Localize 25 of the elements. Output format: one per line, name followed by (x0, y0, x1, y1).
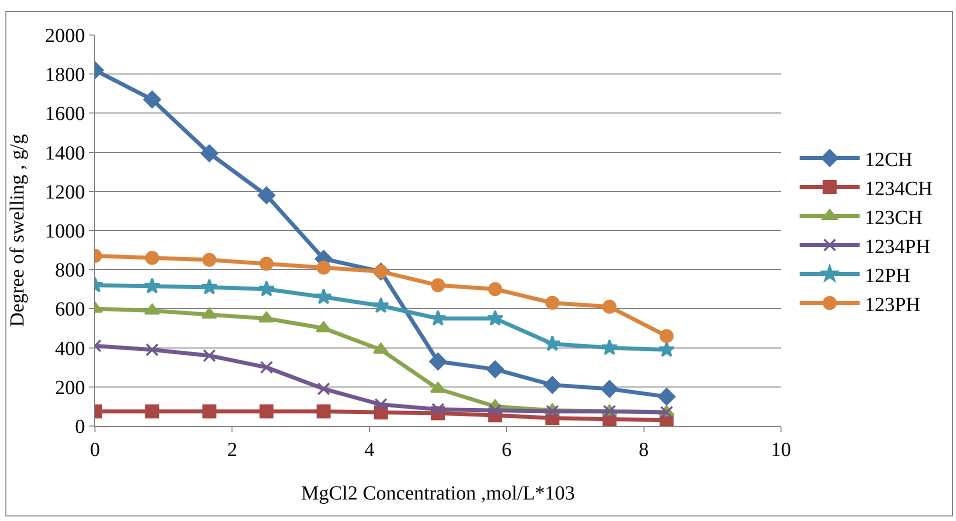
x-tick-label: 2 (227, 439, 238, 461)
y-tick-label: 1600 (45, 103, 85, 126)
y-tick-label: 1400 (45, 142, 85, 164)
legend-label: 12PH (864, 264, 910, 287)
x-tick-label: 4 (364, 439, 374, 461)
y-tick-label: 200 (55, 376, 85, 399)
y-tick-label: 1200 (45, 181, 85, 204)
legend-label: 1234CH (864, 178, 933, 200)
legend-label: 1234PH (864, 236, 930, 258)
x-tick-label: 0 (90, 439, 100, 461)
y-axis-title: Degree of swelling , g/g (6, 134, 28, 327)
legend-label: 123CH (864, 206, 923, 229)
y-tick-label: 600 (55, 298, 85, 321)
y-tick-label: 2000 (45, 25, 85, 47)
y-tick-label: 400 (55, 338, 85, 360)
x-tick-label: 10 (771, 439, 791, 461)
y-tick-label: 1800 (45, 64, 85, 86)
y-tick-label: 800 (55, 260, 85, 282)
legend-label: 12CH (864, 148, 913, 171)
y-tick-label: 0 (75, 416, 85, 438)
x-tick-label: 6 (502, 439, 512, 461)
x-axis-title: MgCl2 Concentration ,mol/L*103 (301, 482, 575, 504)
legend-label: 123PH (864, 294, 920, 316)
x-tick-label: 8 (638, 439, 649, 461)
y-tick-label: 1000 (45, 220, 85, 242)
